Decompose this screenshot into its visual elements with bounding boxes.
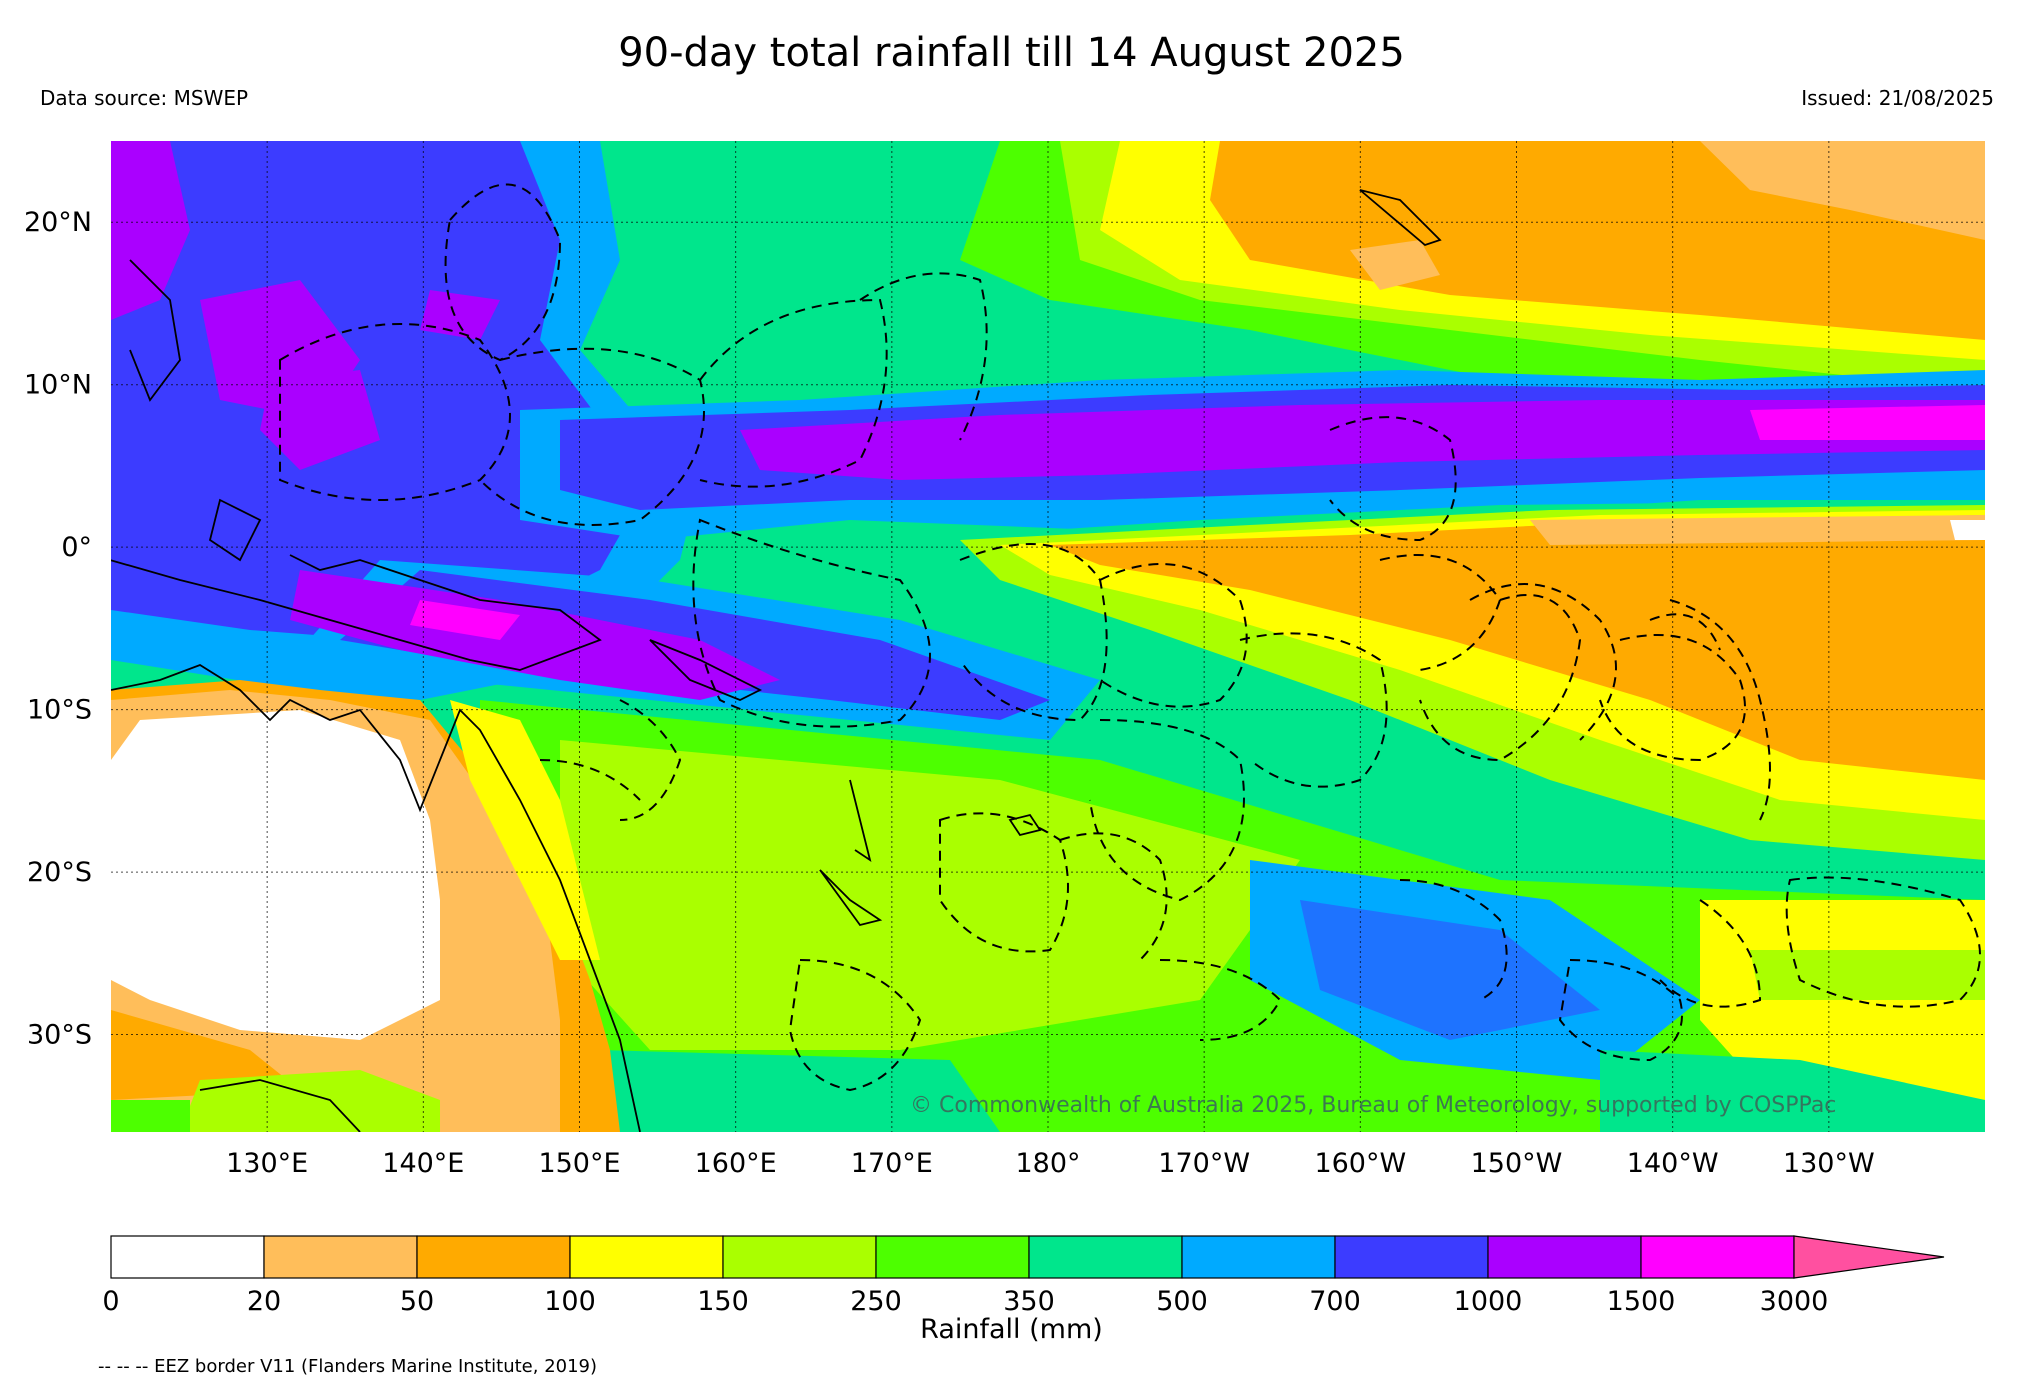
lon-tick-label: 150°W: [1471, 1148, 1563, 1179]
colorbar-tick-label: 1000: [1454, 1286, 1523, 1317]
lat-tick-label: 20°N: [24, 207, 92, 238]
gridlines: [111, 141, 1985, 1132]
colorbar-swatch: [1487, 1235, 1642, 1279]
lon-tick-label: 150°E: [538, 1148, 620, 1179]
axis-tick-labels: 130°E 140°E 150°E 160°E 170°E 180° 170°W 160°W 1…: [24, 207, 1875, 1179]
colorbar-tick-label: 350: [1003, 1286, 1055, 1317]
copyright-notice: © Commonwealth of Australia 2025, Bureau…: [910, 1093, 1836, 1118]
colorbar-tick-label: 700: [1309, 1286, 1361, 1317]
chart-title: 90-day total rainfall till 14 August 202…: [618, 30, 1405, 76]
colorbar-swatch: [416, 1235, 571, 1279]
colorbar-swatch: [263, 1235, 418, 1279]
eez-borders: [279, 183, 1981, 1092]
lat-tick-label: 20°S: [27, 857, 92, 888]
colorbar-tick-label: 150: [697, 1286, 749, 1317]
colorbar-extend-arrow: [1793, 1235, 1945, 1279]
lon-tick-label: 130°W: [1783, 1148, 1875, 1179]
colorbar-swatch: [875, 1235, 1030, 1279]
colorbar-swatch: [1640, 1235, 1795, 1279]
colorbar-tick-label: 50: [400, 1286, 434, 1317]
coastlines: [111, 189, 1442, 1132]
data-source: Data source: MSWEP: [40, 86, 249, 110]
eez-footnote: -- -- -- EEZ border V11 (Flanders Marine…: [98, 1356, 598, 1377]
colorbar-swatch: [110, 1235, 265, 1279]
colorbar-tick-label: 3000: [1760, 1286, 1829, 1317]
lat-tick-label: 30°S: [27, 1020, 92, 1051]
lon-tick-label: 140°W: [1627, 1148, 1719, 1179]
lon-tick-label: 160°E: [695, 1148, 777, 1179]
colorbar-swatch: [1181, 1235, 1336, 1279]
lon-tick-label: 130°E: [226, 1148, 308, 1179]
colorbar-swatch: [1334, 1235, 1489, 1279]
colorbar-swatch: [722, 1235, 877, 1279]
issued-date: Issued: 21/08/2025: [1801, 86, 1994, 110]
lat-tick-label: 0°: [61, 532, 92, 563]
lon-tick-label: 180°: [1015, 1148, 1080, 1179]
colorbar-tick-label: 1500: [1607, 1286, 1676, 1317]
colorbar-label: Rainfall (mm): [920, 1314, 1103, 1345]
lon-tick-label: 170°W: [1158, 1148, 1250, 1179]
colorbar-tick-label: 0: [102, 1286, 119, 1317]
lat-tick-label: 10°N: [24, 370, 92, 401]
colorbar-tick-label: 100: [544, 1286, 596, 1317]
colorbar: 0 20 50 100 150 250 350 500 700 1000 1500 3000: [102, 1235, 1945, 1317]
lon-tick-label: 170°E: [851, 1148, 933, 1179]
colorbar-tick-label: 20: [247, 1286, 281, 1317]
colorbar-tick-label: 250: [850, 1286, 902, 1317]
colorbar-tick-label: 500: [1156, 1286, 1208, 1317]
colorbar-swatch: [569, 1235, 724, 1279]
lon-tick-label: 160°W: [1314, 1148, 1406, 1179]
colorbar-swatch: [1028, 1235, 1183, 1279]
lat-tick-label: 10°S: [27, 695, 92, 726]
lon-tick-label: 140°E: [382, 1148, 464, 1179]
